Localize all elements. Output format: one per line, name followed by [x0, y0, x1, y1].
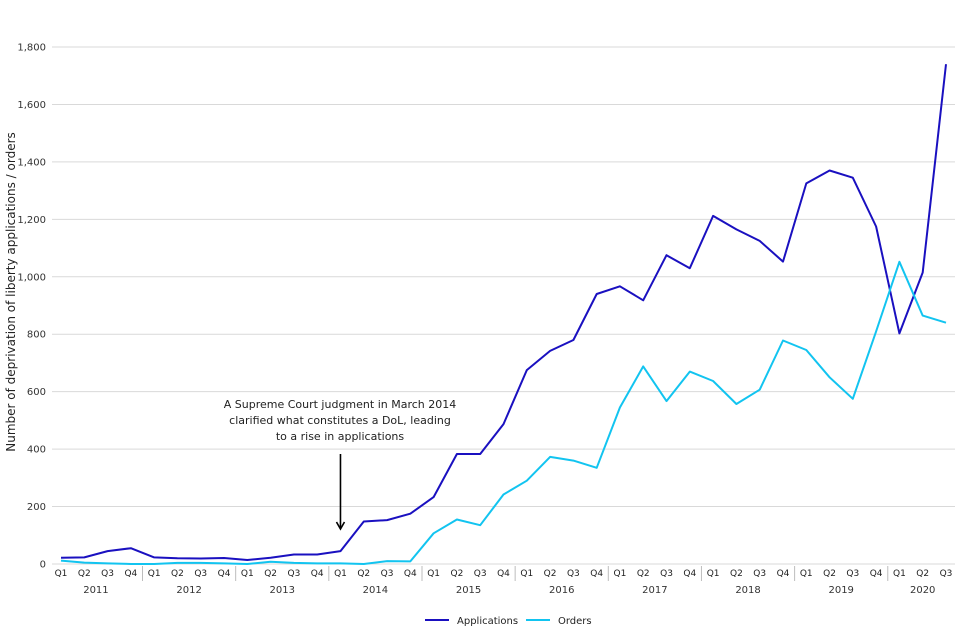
- x-year-label: 2017: [642, 585, 667, 596]
- x-tick-label: Q4: [218, 569, 231, 579]
- series-line-applications: [60, 64, 947, 561]
- x-year-label: 2012: [176, 585, 201, 596]
- x-tick-label: Q4: [124, 569, 137, 579]
- annotation-arrowhead: [335, 521, 346, 531]
- x-tick-label: Q2: [78, 569, 91, 579]
- x-tick-label: Q1: [427, 569, 440, 579]
- x-tick-label: Q2: [451, 569, 464, 579]
- x-tick-label: Q3: [940, 569, 953, 579]
- x-tick-label: Q2: [730, 569, 743, 579]
- x-year-label: 2019: [828, 585, 853, 596]
- x-tick-label: Q1: [148, 569, 161, 579]
- y-tick-label: 0: [40, 560, 46, 571]
- annotation-line-1: A Supreme Court judgment in March 2014: [224, 398, 457, 411]
- y-tick-label: 600: [27, 387, 46, 398]
- x-tick-label: Q4: [870, 569, 883, 579]
- x-tick-label: Q4: [311, 569, 324, 579]
- x-tick-label: Q4: [404, 569, 417, 579]
- x-tick-label: Q4: [590, 569, 603, 579]
- y-tick-label: 1,600: [17, 100, 46, 111]
- y-tick-label: 200: [27, 502, 46, 513]
- x-tick-label: Q3: [846, 569, 859, 579]
- y-tick-label: 1,800: [17, 43, 46, 54]
- series: [60, 64, 947, 565]
- x-tick-label: Q3: [660, 569, 673, 579]
- x-tick-label: Q2: [264, 569, 277, 579]
- y-tick-label: 800: [27, 330, 46, 341]
- x-tick-label: Q2: [637, 569, 650, 579]
- x-year-label: 2011: [83, 585, 108, 596]
- legend: Applications Orders: [425, 616, 592, 627]
- x-tick-label: Q2: [916, 569, 929, 579]
- annotation-line-2: clarified what constitutes a DoL, leadin…: [229, 414, 451, 427]
- y-axis: 0 200 400 600 800 1,000 1,200 1,400 1,600 1,800: [17, 43, 46, 571]
- x-axis: Q1 Q2 Q3 Q4 Q1 Q2 Q3 Q4 Q1 Q2 Q3 Q4 Q1 Q2 Q3 Q4 Q1 Q2 Q3 Q4…: [55, 566, 953, 596]
- x-tick-label: Q3: [567, 569, 580, 579]
- legend-label-applications: Applications: [457, 616, 518, 627]
- x-year-label: 2015: [456, 585, 481, 596]
- x-tick-label: Q2: [357, 569, 370, 579]
- x-tick-label: Q1: [520, 569, 533, 579]
- x-tick-label: Q3: [194, 569, 207, 579]
- legend-label-orders: Orders: [558, 616, 592, 627]
- x-tick-label: Q3: [287, 569, 300, 579]
- y-tick-label: 400: [27, 445, 46, 456]
- x-tick-label: Q2: [544, 569, 557, 579]
- x-tick-label: Q4: [683, 569, 696, 579]
- x-tick-label: Q3: [101, 569, 114, 579]
- series-line-orders: [60, 260, 947, 565]
- annotation: A Supreme Court judgment in March 2014 c…: [224, 398, 457, 531]
- y-tick-label: 1,400: [17, 157, 46, 168]
- annotation-line-3: to a rise in applications: [276, 430, 405, 443]
- x-tick-label: Q2: [171, 569, 184, 579]
- x-tick-label: Q1: [707, 569, 720, 579]
- x-year-label: 2013: [270, 585, 295, 596]
- x-tick-label: Q4: [777, 569, 790, 579]
- x-year-label: 2020: [910, 585, 935, 596]
- x-tick-label: Q4: [497, 569, 510, 579]
- x-year-label: 2014: [363, 585, 388, 596]
- x-tick-label: Q1: [614, 569, 627, 579]
- x-tick-label: Q1: [334, 569, 347, 579]
- x-tick-label: Q1: [241, 569, 254, 579]
- x-year-label: 2018: [735, 585, 760, 596]
- x-tick-label: Q3: [381, 569, 394, 579]
- y-tick-label: 1,000: [17, 272, 46, 283]
- y-axis-label: Number of deprivation of liberty applica…: [4, 132, 18, 452]
- x-tick-label: Q1: [893, 569, 906, 579]
- x-tick-label: Q1: [800, 569, 813, 579]
- gridlines: [52, 46, 955, 565]
- x-year-label: 2016: [549, 585, 574, 596]
- x-tick-label: Q3: [474, 569, 487, 579]
- x-tick-label: Q1: [55, 569, 68, 579]
- x-tick-label: Q3: [753, 569, 766, 579]
- x-tick-label: Q2: [823, 569, 836, 579]
- y-tick-label: 1,200: [17, 215, 46, 226]
